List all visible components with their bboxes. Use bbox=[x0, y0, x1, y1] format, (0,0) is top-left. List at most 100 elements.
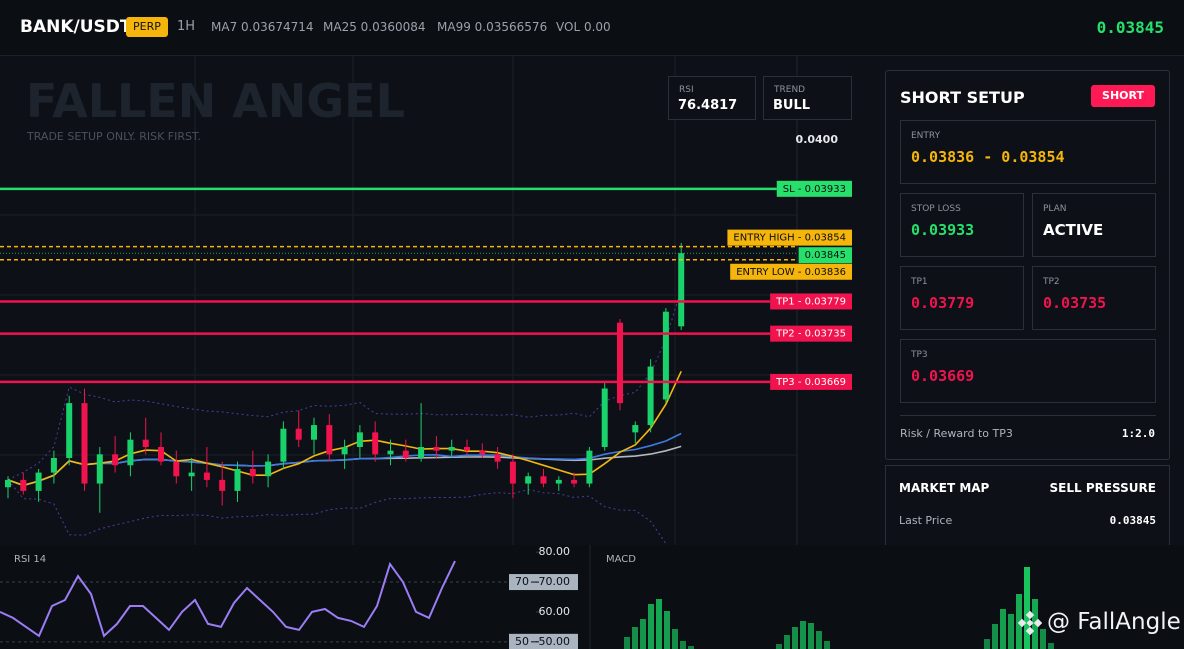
candle-body bbox=[418, 447, 425, 458]
field-label: STOP LOSS bbox=[911, 204, 961, 214]
level-label-part: ENTRY LOW bbox=[736, 267, 795, 278]
candle-body bbox=[540, 476, 547, 484]
entry-box: ENTRY 0.03836 - 0.03854 bbox=[900, 120, 1156, 184]
macd-bar bbox=[688, 646, 694, 649]
rsi-level-box bbox=[509, 633, 578, 649]
tp1-box: TP1 0.03779 bbox=[900, 266, 1024, 330]
stop-loss-box: STOP LOSS 0.03933 bbox=[900, 193, 1024, 257]
field-value: 0.03779 bbox=[911, 294, 975, 312]
candle-body bbox=[249, 468, 256, 477]
stat-label: TREND bbox=[774, 85, 806, 95]
level-label: 0.03845 bbox=[805, 250, 846, 261]
y-tick-label: 60.00 bbox=[539, 605, 571, 618]
tp2-box: TP2 0.03735 bbox=[1032, 266, 1156, 330]
stat-label: RSI bbox=[679, 85, 694, 95]
rr-value: 1:2.0 bbox=[1121, 427, 1155, 440]
candle-body bbox=[433, 447, 440, 451]
level-label-part: 0.03845 bbox=[805, 250, 846, 261]
candle-body bbox=[295, 428, 302, 440]
last-price-label: Last Price bbox=[899, 514, 953, 527]
candle-body bbox=[280, 428, 287, 462]
field-value: 0.03836 - 0.03854 bbox=[911, 148, 1065, 166]
field-value: ACTIVE bbox=[1043, 221, 1104, 239]
interval[interactable]: 1H bbox=[177, 19, 196, 34]
candle-body bbox=[265, 461, 272, 477]
candle-body bbox=[341, 447, 348, 455]
macd-bar bbox=[1000, 609, 1006, 649]
market-status: SELL PRESSURE bbox=[1049, 481, 1156, 495]
candle-body bbox=[356, 432, 363, 447]
field-label: ENTRY bbox=[911, 131, 941, 141]
macd-bar bbox=[656, 599, 662, 649]
candle-body bbox=[571, 479, 578, 484]
macd-bar bbox=[632, 627, 638, 649]
level-label-bg bbox=[770, 325, 852, 342]
level-label-bg bbox=[776, 180, 852, 197]
candle-body bbox=[601, 388, 608, 447]
rsi-line bbox=[0, 560, 456, 638]
candle-body bbox=[5, 479, 11, 488]
last-price-value: 0.03845 bbox=[1109, 514, 1156, 527]
rsi-level-label: 70 bbox=[515, 575, 529, 588]
candle-body bbox=[20, 479, 27, 491]
candle-body bbox=[525, 476, 532, 484]
field-value: 0.03735 bbox=[1043, 294, 1107, 312]
rr-label: Risk / Reward to TP3 bbox=[900, 427, 1013, 440]
tp3-box: TP3 0.03669 bbox=[900, 339, 1156, 403]
rsi-level-box bbox=[509, 574, 578, 591]
candle-body bbox=[555, 479, 562, 484]
level-label: TP1 - 0.03779 bbox=[775, 296, 846, 307]
level-label-part: 0.03836 bbox=[805, 267, 846, 278]
panel-title: SHORT SETUP bbox=[900, 88, 1025, 107]
level-label: SL - 0.03933 bbox=[783, 184, 846, 195]
macd-panel: MACD bbox=[606, 554, 1054, 649]
level-label-part: TP2 bbox=[775, 329, 795, 340]
candle-body bbox=[66, 403, 73, 458]
level-label: ENTRY HIGH - 0.03854 bbox=[733, 233, 846, 244]
divider bbox=[900, 415, 1156, 416]
macd-bar bbox=[648, 604, 654, 649]
candle-body bbox=[203, 472, 210, 480]
candle-body bbox=[142, 439, 149, 447]
candle-body bbox=[188, 472, 195, 477]
level-label-part: - bbox=[795, 233, 805, 244]
band-line bbox=[7, 479, 668, 545]
indicator-value: 0.00 bbox=[583, 20, 611, 34]
indicator: MA25 0.0360084 bbox=[323, 20, 426, 34]
field-label: TP2 bbox=[1043, 277, 1060, 287]
plan-box: PLAN ACTIVE bbox=[1032, 193, 1156, 257]
watermark-title: FALLEN ANGEL bbox=[26, 74, 405, 128]
candle-body bbox=[173, 461, 180, 477]
level-label: TP3 - 0.03669 bbox=[775, 377, 846, 388]
indicator: VOL 0.00 bbox=[556, 20, 611, 34]
brand-logo bbox=[1018, 611, 1042, 635]
candle-body bbox=[387, 450, 394, 455]
level-label-bg bbox=[727, 229, 852, 246]
level-label-part: SL bbox=[783, 184, 795, 195]
indicator-value: 0.03566576 bbox=[474, 20, 548, 34]
candle-body bbox=[372, 432, 379, 455]
symbol: BANK/USDT bbox=[20, 17, 132, 37]
level-label-part: TP1 bbox=[775, 296, 795, 307]
macd-bar bbox=[792, 627, 798, 649]
macd-bar bbox=[664, 611, 670, 649]
bottom-panels bbox=[0, 545, 1184, 649]
level-label-part: 0.03779 bbox=[805, 296, 846, 307]
macd-bar bbox=[1040, 629, 1046, 649]
macd-bar bbox=[1024, 567, 1030, 649]
macd-bar bbox=[984, 639, 990, 649]
candle-body bbox=[219, 479, 226, 491]
candle-body bbox=[632, 425, 639, 433]
candle-body bbox=[127, 439, 134, 466]
candle-body bbox=[509, 461, 516, 484]
badge: PERP bbox=[126, 17, 168, 37]
header-price: 0.03845 bbox=[1096, 18, 1164, 37]
y-tick-label: 0.0400 bbox=[796, 133, 839, 146]
candle-body bbox=[617, 322, 623, 404]
candle-body bbox=[311, 425, 317, 440]
candle-body bbox=[448, 447, 455, 451]
candle-body bbox=[464, 447, 470, 451]
header: BANK/USDT PERP 1H MA7 0.03674714 MA25 0.… bbox=[0, 0, 1184, 56]
indicator-value: 0.0360084 bbox=[360, 20, 426, 34]
